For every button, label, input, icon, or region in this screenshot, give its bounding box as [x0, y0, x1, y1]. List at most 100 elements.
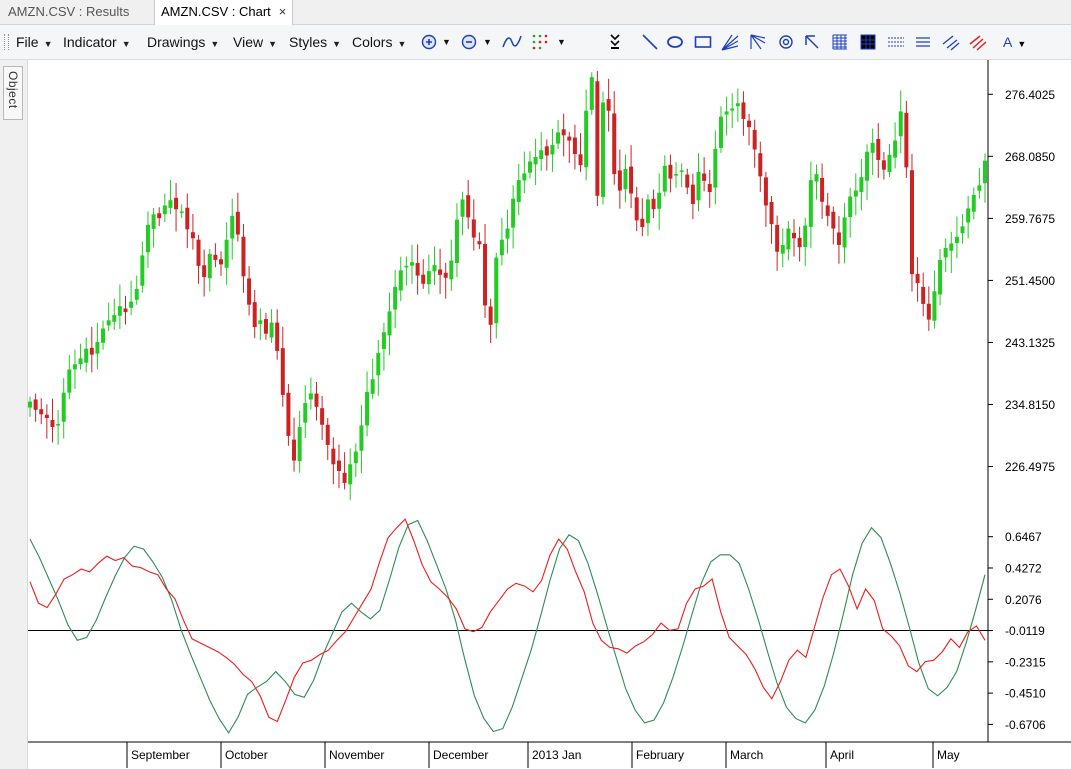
menu-indicator[interactable]: Indicator ▼: [63, 25, 131, 59]
osc-tick-label: 0.6467: [1005, 530, 1042, 544]
arrow-icon[interactable]: [802, 32, 822, 52]
rectangle-icon[interactable]: [693, 32, 713, 52]
grid-dense-icon[interactable]: [830, 32, 850, 52]
candle-body: [775, 224, 780, 252]
candle-body: [589, 77, 594, 110]
slow-line: [29, 519, 986, 734]
candle-body: [196, 239, 201, 266]
candle-body: [780, 244, 785, 254]
horizontal-lines-icon[interactable]: [886, 32, 906, 52]
chevron-down-icon: ▼: [397, 39, 407, 49]
chevron-down-icon[interactable]: ▼: [442, 37, 451, 47]
menu-file-label: File: [16, 34, 39, 50]
candle-body: [72, 364, 77, 370]
candle-body: [61, 392, 66, 422]
osc-tick-label: 0.2076: [1005, 593, 1042, 607]
candle-body: [44, 414, 49, 419]
candle-body: [747, 120, 752, 128]
candle-body: [230, 215, 235, 239]
candle-body: [213, 254, 218, 260]
object-panel: [0, 60, 28, 769]
candle-body: [134, 288, 139, 300]
candle-body: [887, 154, 892, 173]
candle-body: [162, 205, 167, 215]
candle-body: [421, 274, 426, 284]
candle-body: [426, 271, 431, 285]
osc-tick-label: -0.6706: [1005, 718, 1046, 732]
text-tool-icon[interactable]: A ▼: [1003, 25, 1026, 59]
tab-results[interactable]: AMZN.CSV : Results: [2, 0, 135, 24]
chevron-down-icon[interactable]: ▼: [483, 37, 492, 47]
candle-body: [241, 236, 246, 277]
candle-body: [674, 174, 679, 176]
speed-lines-icon[interactable]: [748, 32, 768, 52]
chevron-down-icon: ▼: [268, 39, 278, 49]
candle-body: [685, 174, 690, 188]
candle-body: [735, 103, 740, 107]
candle-body: [398, 270, 403, 291]
chevron-down-icon: ▼: [210, 39, 220, 49]
candle-body: [145, 224, 150, 253]
candle-body: [752, 129, 757, 150]
equal-lines-icon[interactable]: [913, 32, 933, 52]
candle-body: [325, 424, 330, 445]
ellipse-icon[interactable]: [665, 32, 685, 52]
candle-body: [983, 160, 987, 184]
object-tab[interactable]: Object: [3, 66, 23, 120]
time-axis: September October November December 2013 Jan…: [126, 742, 960, 768]
price-tick-label: 259.7675: [1005, 212, 1055, 226]
menu-file[interactable]: File ▼: [16, 25, 52, 59]
candle-body: [438, 269, 443, 275]
menu-view[interactable]: View ▼: [233, 25, 277, 59]
menu-drawings[interactable]: Drawings ▼: [147, 25, 219, 59]
dots-grid-icon[interactable]: [530, 32, 550, 52]
candle-body: [123, 308, 128, 313]
candle-body: [556, 132, 561, 144]
target-icon[interactable]: [776, 32, 796, 52]
candle-body: [370, 379, 375, 394]
grid-boxes-icon[interactable]: [858, 32, 878, 52]
zoom-in-icon[interactable]: [420, 32, 440, 52]
osc-tick-label: -0.0119: [1005, 624, 1045, 638]
candle-body: [129, 301, 134, 308]
candle-body: [943, 247, 948, 258]
candle-body: [668, 164, 673, 179]
candle-body: [657, 192, 662, 209]
month-label: May: [937, 748, 960, 762]
candle-body: [629, 166, 634, 194]
candle-body: [769, 201, 774, 225]
candle-body: [544, 146, 549, 156]
line-style-icon[interactable]: [502, 32, 522, 52]
candle-body: [89, 347, 94, 355]
toolbar-grip[interactable]: [4, 34, 9, 50]
candle-body: [853, 190, 858, 197]
osc-tick-label: -0.2315: [1005, 655, 1046, 669]
candle-body: [320, 408, 325, 425]
candle-body: [303, 403, 308, 423]
candle-body: [516, 180, 521, 203]
candle-body: [786, 228, 791, 250]
zoom-out-icon[interactable]: [460, 32, 480, 52]
candle-body: [348, 464, 353, 485]
candle-body: [623, 168, 628, 190]
fan-lines-icon[interactable]: [720, 32, 740, 52]
candle-body: [713, 148, 718, 188]
tab-chart[interactable]: AMZN.CSV : Chart ×: [154, 0, 294, 25]
candle-body: [410, 262, 414, 266]
candle-body: [56, 424, 61, 426]
parallel-channel-icon[interactable]: [941, 32, 961, 52]
candle-body: [28, 401, 32, 408]
red-channel-icon[interactable]: [968, 32, 988, 52]
menu-colors[interactable]: Colors ▼: [352, 25, 406, 59]
month-label: April: [830, 748, 854, 762]
more-icon[interactable]: [608, 32, 622, 52]
candle-body: [190, 232, 195, 239]
chevron-down-icon[interactable]: ▼: [557, 37, 566, 47]
candle-body: [865, 151, 870, 181]
close-icon[interactable]: ×: [278, 4, 287, 19]
trend-line-icon[interactable]: [640, 32, 660, 52]
menu-styles[interactable]: Styles ▼: [289, 25, 341, 59]
candle-body: [730, 108, 735, 111]
candle-body: [696, 171, 701, 201]
